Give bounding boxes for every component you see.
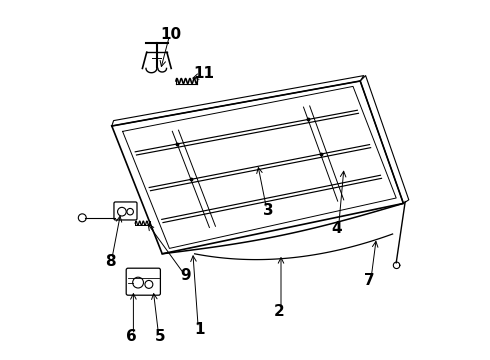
Text: 7: 7 xyxy=(364,273,374,288)
Text: 2: 2 xyxy=(274,304,285,319)
Text: 10: 10 xyxy=(161,27,182,42)
Text: 8: 8 xyxy=(105,253,115,269)
Text: 11: 11 xyxy=(193,66,214,81)
Text: 3: 3 xyxy=(263,203,274,218)
Text: 1: 1 xyxy=(195,322,205,337)
Text: 5: 5 xyxy=(155,329,166,344)
Text: 6: 6 xyxy=(126,329,137,344)
Text: 4: 4 xyxy=(332,221,342,236)
Text: 9: 9 xyxy=(180,268,191,283)
